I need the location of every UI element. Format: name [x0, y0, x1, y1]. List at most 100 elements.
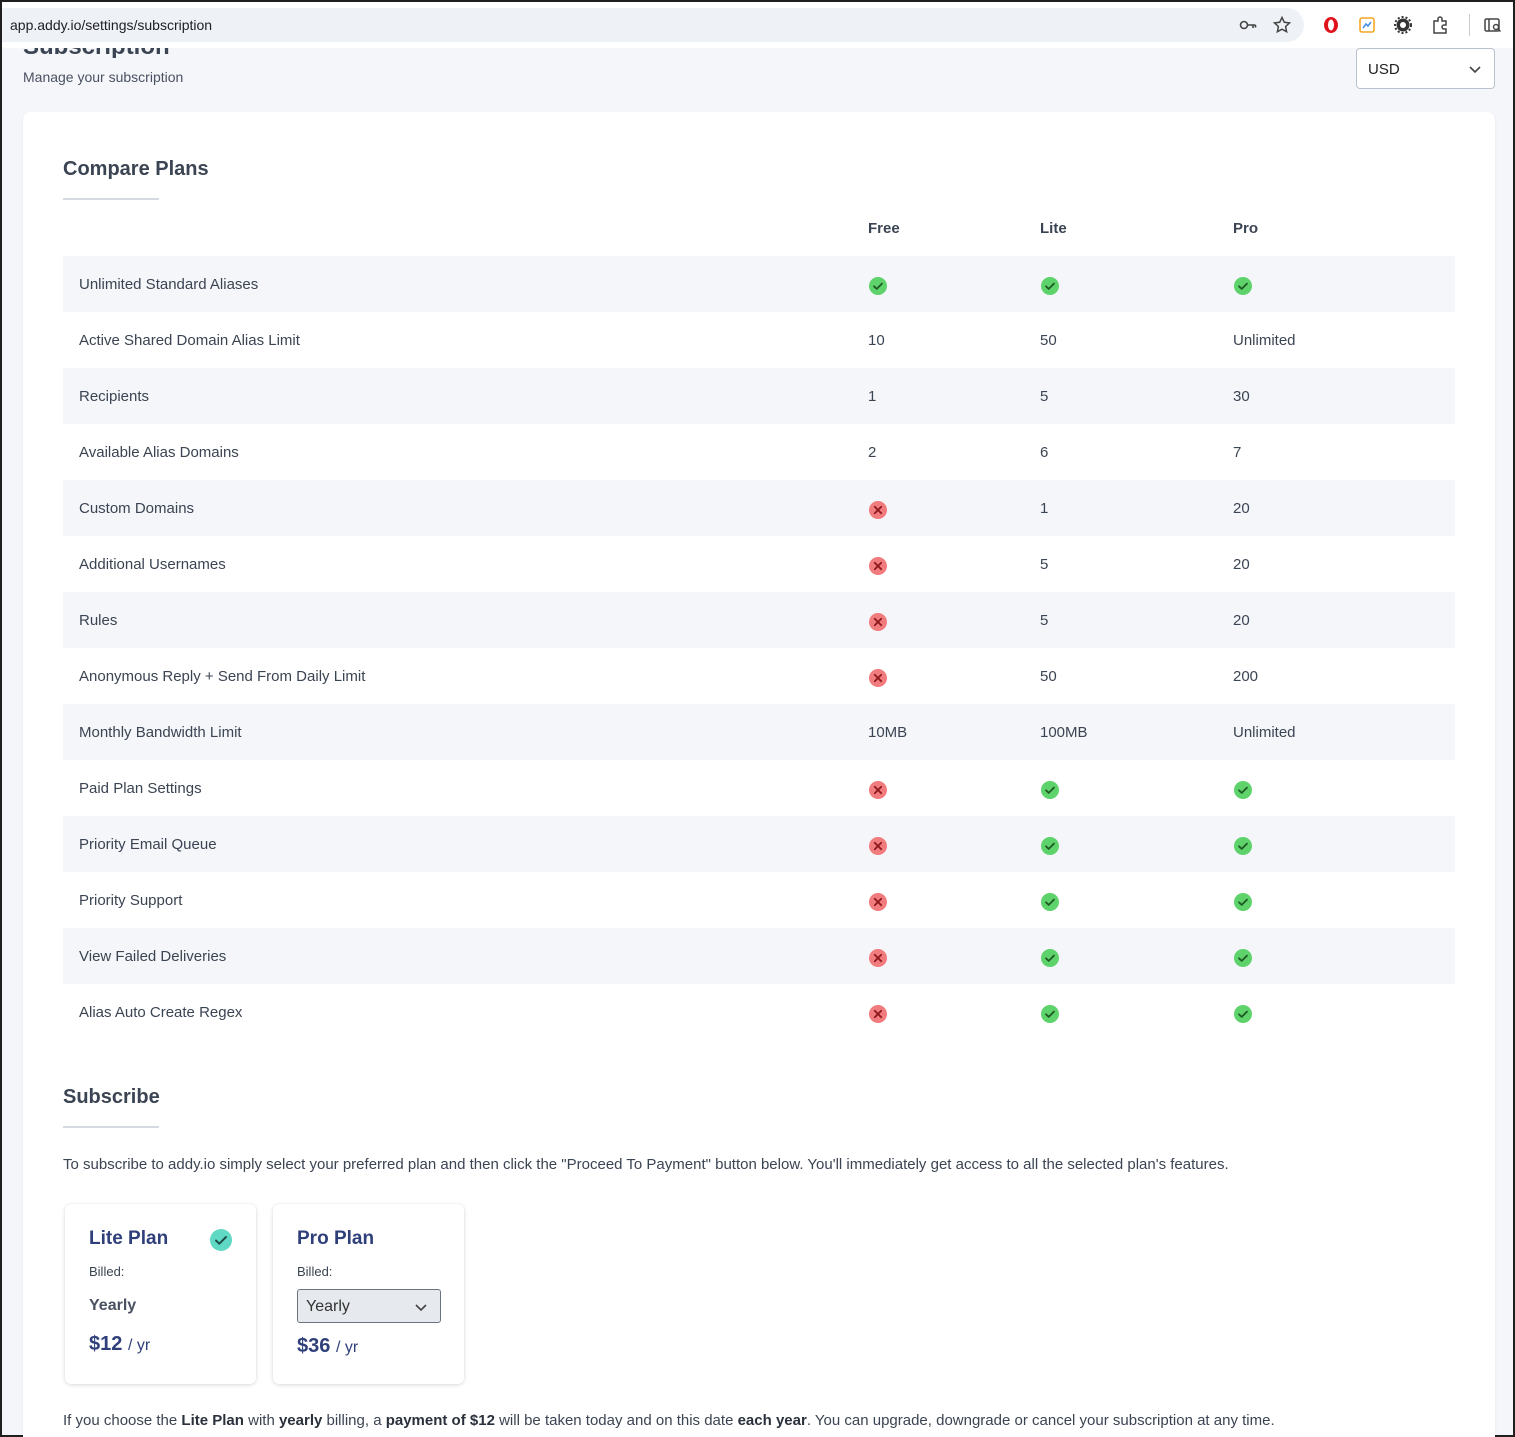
- check-icon: [1040, 948, 1060, 968]
- cross-icon: [868, 668, 888, 688]
- url-text[interactable]: app.addy.io/settings/subscription: [10, 17, 213, 33]
- sidebar-search-icon[interactable]: [1483, 15, 1503, 35]
- summary-text: with: [243, 1412, 279, 1429]
- check-icon: [1233, 836, 1253, 856]
- chevron-down-icon: [415, 1304, 427, 1312]
- compare-plans-title: Compare Plans: [63, 158, 209, 180]
- billing-summary: If you choose the Lite Plan with yearly …: [63, 1412, 1275, 1429]
- table-row: Unlimited Standard Aliases: [63, 256, 1455, 312]
- plan-value-lite: 5: [1040, 556, 1049, 573]
- check-icon: [1040, 1004, 1060, 1024]
- feature-label: Active Shared Domain Alias Limit: [79, 332, 300, 349]
- plan-value-pro: 30: [1233, 388, 1250, 405]
- browser-toolbar: app.addy.io/settings/subscription: [2, 2, 1513, 48]
- cross-icon: [868, 780, 888, 800]
- subscribe-intro: To subscribe to addy.io simply select yo…: [63, 1156, 1229, 1173]
- plan-value-free: 10: [868, 332, 885, 349]
- star-icon[interactable]: [1272, 15, 1292, 35]
- lite-price-amount: $12: [89, 1333, 123, 1355]
- pro-price: $36 / yr: [297, 1335, 358, 1358]
- feature-label: Unlimited Standard Aliases: [79, 276, 259, 293]
- table-row: Custom Domains 1 20: [63, 480, 1455, 536]
- feature-label: Monthly Bandwidth Limit: [79, 724, 242, 741]
- toolbar-separator: [1469, 14, 1470, 36]
- plan-header-pro: Pro: [1233, 220, 1259, 237]
- table-row: Recipients 1 5 30: [63, 368, 1455, 424]
- cross-icon: [868, 612, 888, 632]
- feature-label: Paid Plan Settings: [79, 780, 202, 797]
- check-icon: [1040, 836, 1060, 856]
- extension-color-icon[interactable]: [1357, 15, 1377, 35]
- plan-value-pro: 20: [1233, 556, 1250, 573]
- table-row: Priority Support: [63, 872, 1455, 928]
- table-row: View Failed Deliveries: [63, 928, 1455, 984]
- table-row: Additional Usernames 5 20: [63, 536, 1455, 592]
- table-row: Monthly Bandwidth Limit 10MB 100MB Unlimite…: [63, 704, 1455, 760]
- plan-value-pro: Unlimited: [1233, 724, 1296, 741]
- check-icon: [1233, 892, 1253, 912]
- check-icon: [1233, 276, 1253, 296]
- cross-icon: [868, 892, 888, 912]
- plan-value-lite: 100MB: [1040, 724, 1088, 741]
- check-icon: [1040, 276, 1060, 296]
- summary-payment: payment of $12: [385, 1412, 495, 1429]
- plan-value-lite: 5: [1040, 388, 1049, 405]
- plan-value-pro: 20: [1233, 500, 1250, 517]
- plan-value-free: 1: [868, 388, 877, 405]
- opera-icon[interactable]: [1321, 15, 1341, 35]
- check-icon: [1040, 892, 1060, 912]
- table-row: Rules 5 20: [63, 592, 1455, 648]
- table-row: Priority Email Queue: [63, 816, 1455, 872]
- address-bar[interactable]: app.addy.io/settings/subscription: [2, 8, 1304, 42]
- cross-icon: [868, 948, 888, 968]
- summary-text: . You can upgrade, downgrade or cancel y…: [806, 1412, 1275, 1429]
- cross-icon: [868, 836, 888, 856]
- cross-icon: [868, 556, 888, 576]
- table-row: Active Shared Domain Alias Limit 10 50 Unli…: [63, 312, 1455, 368]
- check-icon: [868, 276, 888, 296]
- gear-icon[interactable]: [1393, 15, 1413, 35]
- feature-label: Recipients: [79, 388, 150, 405]
- summary-text: will be taken today and on this date: [494, 1412, 738, 1429]
- feature-label: Additional Usernames: [79, 556, 226, 573]
- lite-billed-label: Billed:: [89, 1264, 125, 1279]
- table-row: Available Alias Domains 2 6 7: [63, 424, 1455, 480]
- summary-each: each year: [737, 1412, 807, 1429]
- section-divider: [63, 198, 159, 200]
- page-subtitle: Manage your subscription: [23, 69, 184, 85]
- feature-label: Available Alias Domains: [79, 444, 239, 461]
- plan-value-lite: 6: [1040, 444, 1049, 461]
- pro-price-period: / yr: [335, 1339, 359, 1356]
- key-icon[interactable]: [1238, 15, 1258, 35]
- lite-plan-name: Lite Plan: [89, 1228, 169, 1249]
- table-row: Alias Auto Create Regex: [63, 984, 1455, 1040]
- plan-value-pro: 7: [1233, 444, 1242, 461]
- feature-label: Alias Auto Create Regex: [79, 1004, 243, 1021]
- feature-label: View Failed Deliveries: [79, 948, 227, 965]
- pro-price-amount: $36: [297, 1335, 331, 1357]
- page-title-text: Subscription: [23, 48, 223, 58]
- table-row: Paid Plan Settings: [63, 760, 1455, 816]
- pro-billing-select[interactable]: Yearly: [297, 1289, 441, 1323]
- puzzle-icon[interactable]: [1430, 15, 1450, 35]
- check-icon: [1233, 780, 1253, 800]
- feature-label: Rules: [79, 612, 118, 629]
- subscription-card: Compare Plans Free Lite Pro Unlimited St…: [23, 112, 1495, 1437]
- feature-label: Custom Domains: [79, 500, 195, 517]
- plan-value-lite: 50: [1040, 668, 1057, 685]
- plan-value-pro: 20: [1233, 612, 1250, 629]
- summary-text: billing, a: [322, 1412, 386, 1429]
- feature-label: Priority Email Queue: [79, 836, 217, 853]
- selected-check-icon: [209, 1228, 233, 1252]
- plan-value-free: 10MB: [868, 724, 908, 741]
- chevron-down-icon: [1469, 66, 1481, 74]
- plan-value-pro: 200: [1233, 668, 1259, 685]
- pro-billing-value: Yearly: [306, 1298, 350, 1315]
- pro-plan-name: Pro Plan: [297, 1228, 375, 1249]
- page-title: Subscription: [23, 48, 223, 58]
- plan-value-lite: 50: [1040, 332, 1057, 349]
- currency-select[interactable]: USD: [1356, 48, 1495, 89]
- pro-plan-card[interactable]: Pro Plan Billed: Yearly $36 / yr: [273, 1204, 464, 1384]
- lite-billing-period: Yearly: [89, 1297, 137, 1314]
- lite-plan-card[interactable]: Lite Plan Billed: Yearly $12 / yr: [65, 1204, 256, 1384]
